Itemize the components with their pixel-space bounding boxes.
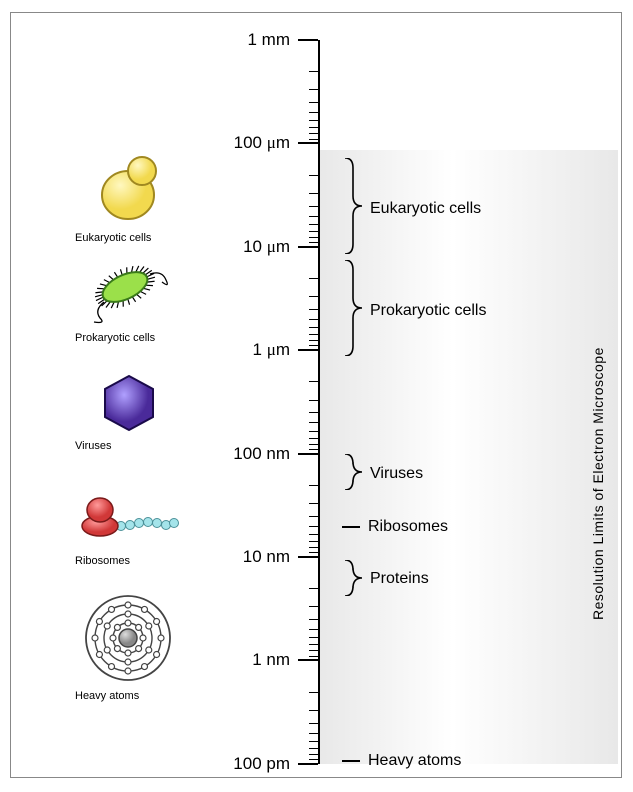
brace-label-2: Viruses [370, 465, 423, 483]
scale-label-0: 1 mm [210, 30, 290, 50]
prokaryotic-label: Prokaryotic cells [75, 332, 155, 344]
virus-icon [98, 372, 160, 439]
ribosome-icon [78, 478, 183, 553]
brace-label-3: Proteins [370, 570, 429, 588]
scale-label-6: 1 nm [210, 650, 290, 670]
ribosome-label: Ribosomes [75, 555, 130, 567]
brace-label-1: Prokaryotic cells [370, 302, 486, 320]
scale-label-1: 100 μm [210, 133, 290, 153]
dash-label-0: Ribosomes [368, 518, 448, 536]
brace-1 [342, 260, 364, 361]
eukaryotic-label: Eukaryotic cells [75, 232, 151, 244]
eukaryotic-icon [88, 145, 168, 230]
dash-mark-1 [342, 760, 360, 762]
brace-3 [342, 560, 364, 601]
scale-label-4: 100 nm [210, 444, 290, 464]
dash-label-1: Heavy atoms [368, 752, 461, 770]
scale-label-2: 10 μm [210, 237, 290, 257]
scale-label-3: 1 μm [210, 340, 290, 360]
resolution-side-label: Resolution Limits of Electron Microscope [590, 300, 606, 620]
scale-label-7: 100 pm [210, 754, 290, 774]
dash-mark-0 [342, 526, 360, 528]
atom-label: Heavy atoms [75, 690, 139, 702]
scale-label-5: 10 nm [210, 547, 290, 567]
brace-0 [342, 158, 364, 259]
prokaryotic-icon [80, 252, 175, 332]
brace-label-0: Eukaryotic cells [370, 200, 481, 218]
virus-label: Viruses [75, 440, 111, 452]
atom-icon [82, 592, 174, 689]
brace-2 [342, 454, 364, 495]
